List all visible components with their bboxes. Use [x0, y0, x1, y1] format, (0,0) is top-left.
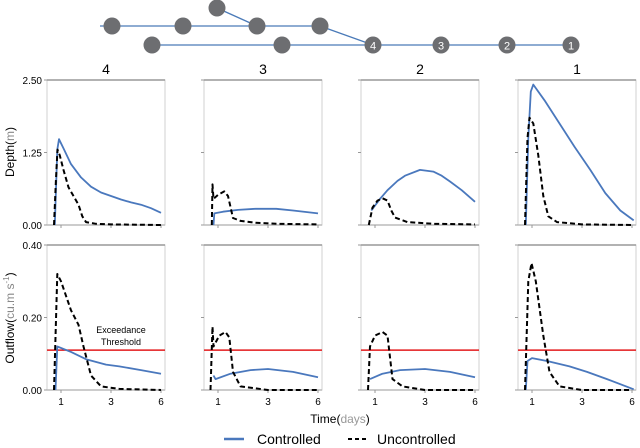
panel-frame: [46, 244, 166, 391]
legend-uncontrolled-label: Uncontrolled: [377, 431, 456, 447]
x-axis-label: Time(days): [310, 412, 370, 426]
network-node: [143, 36, 161, 54]
panel-frame: [203, 79, 323, 226]
panel-frame: [517, 79, 637, 226]
network-node-labeled: [432, 36, 450, 54]
x-tick-label: 3: [108, 397, 114, 408]
threshold-label: Exceedance: [96, 325, 146, 335]
x-tick-label: 6: [315, 397, 321, 408]
panel-outflow-4: 0.00 0.20 0.40 1 3 6 Exceedance Threshold: [23, 241, 166, 408]
y-tick-label: 0.00: [23, 386, 43, 397]
uncontrolled-line: [210, 183, 319, 226]
network-node: [311, 17, 329, 35]
uncontrolled-line: [53, 273, 162, 391]
network-node-label: 2: [504, 41, 510, 53]
y-tick-label: 0.00: [23, 221, 43, 232]
network-node: [273, 36, 291, 54]
legend-controlled-label: Controlled: [257, 431, 321, 447]
panel-depth-2: 2: [358, 61, 480, 228]
panel-outflow-2: 1 3 6: [358, 244, 480, 408]
controlled-line: [370, 169, 476, 212]
x-tick-label: 1: [215, 397, 221, 408]
panel-title: 4: [102, 61, 110, 77]
x-tick-label: 1: [58, 397, 64, 408]
x-tick-label: 1: [372, 397, 378, 408]
controlled-line: [212, 207, 319, 226]
panel-title: 2: [416, 61, 424, 77]
x-tick-label: 3: [579, 397, 585, 408]
network-node: [248, 17, 266, 35]
y-tick-label: 0.20: [23, 314, 43, 325]
network-node-label: 3: [438, 41, 444, 53]
uncontrolled-line: [53, 148, 162, 226]
panel-outflow-3: 1 3 6: [201, 244, 323, 408]
uncontrolled-line: [209, 325, 318, 391]
river-network-diagram: 4 3 2 1: [100, 0, 580, 54]
panel-title: 3: [259, 61, 267, 77]
network-node-label: 4: [370, 41, 376, 53]
panel-frame: [203, 244, 323, 391]
y-axis-label-outflow: Outflow(cu.m s-1): [2, 272, 17, 363]
panel-outflow-1: 1 3 6: [515, 244, 637, 408]
x-tick-label: 6: [158, 397, 164, 408]
controlled-line: [524, 83, 635, 226]
chart-panels: 0.00 1.25 2.50 4 3 2 1 0.00 0.20 0.40 1 3 6 Exceedanc…: [23, 61, 637, 408]
network-edge: [319, 25, 374, 46]
uncontrolled-line: [367, 197, 476, 226]
panel-depth-4: 0.00 1.25 2.50 4: [23, 61, 166, 232]
network-node-labeled: [562, 36, 580, 54]
x-tick-label: 3: [265, 397, 271, 408]
controlled-line: [369, 368, 476, 380]
network-node-label: 1: [568, 41, 574, 53]
y-axis-label-depth: Depth(m): [3, 127, 17, 177]
panel-frame: [517, 244, 637, 391]
panel-frame: [360, 244, 480, 391]
y-tick-label: 1.25: [23, 149, 43, 160]
x-tick-label: 1: [529, 397, 535, 408]
panel-frame: [360, 79, 480, 226]
panel-depth-3: 3: [201, 61, 323, 228]
network-node-labeled: [498, 36, 516, 54]
x-tick-label: 6: [629, 397, 635, 408]
panel-title: 1: [573, 61, 581, 77]
x-tick-label: 3: [422, 397, 428, 408]
y-tick-label: 2.50: [23, 76, 43, 87]
legend: Controlled Uncontrolled: [224, 431, 456, 447]
uncontrolled-line: [524, 262, 632, 391]
controlled-line: [54, 345, 162, 391]
controlled-line: [212, 368, 319, 380]
network-node: [208, 0, 226, 17]
threshold-label: Threshold: [101, 337, 141, 347]
panel-depth-1: 1: [515, 61, 637, 228]
y-tick-label: 0.40: [23, 241, 43, 252]
network-node: [103, 17, 121, 35]
network-node-labeled: [364, 36, 382, 54]
network-node: [174, 17, 192, 35]
x-tick-label: 6: [472, 397, 478, 408]
controlled-line: [524, 357, 635, 391]
uncontrolled-line: [524, 116, 633, 226]
controlled-line: [53, 138, 162, 226]
